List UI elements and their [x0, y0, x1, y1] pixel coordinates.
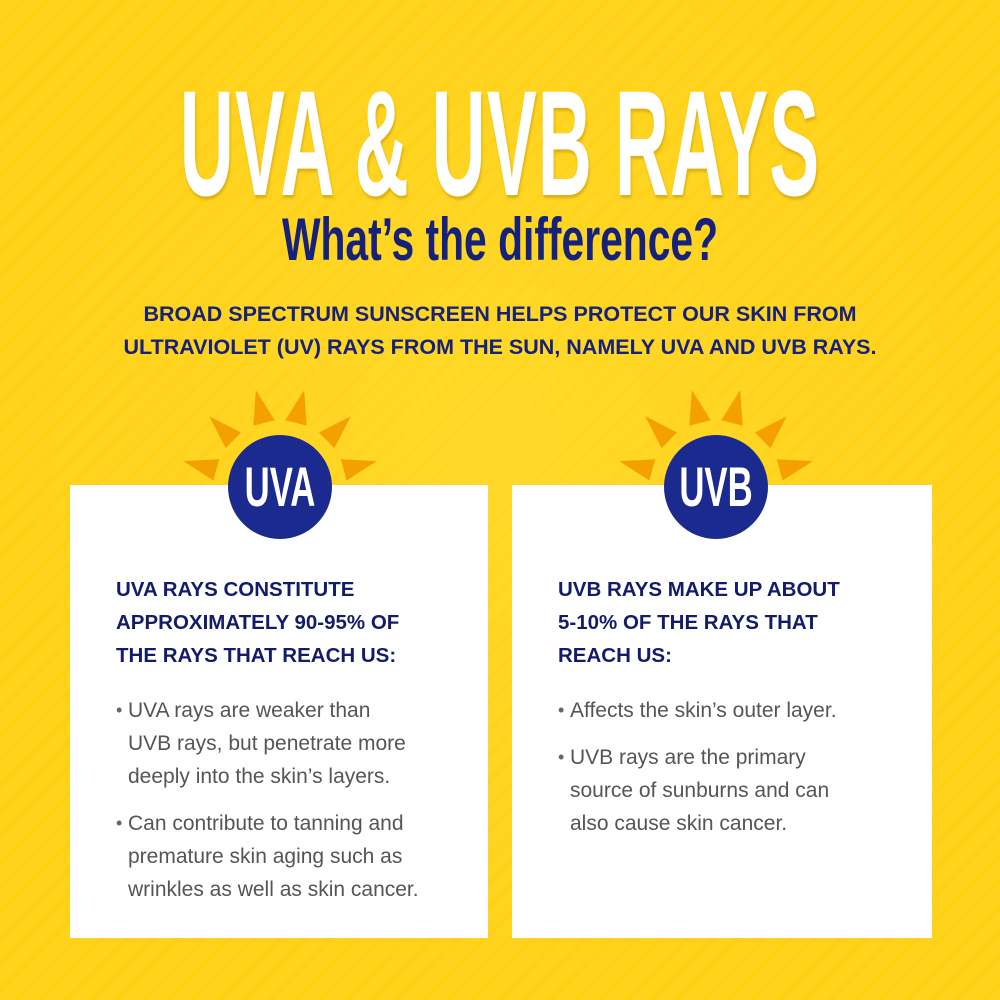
sun-ray: [340, 459, 377, 481]
sun-ray: [619, 459, 656, 481]
uva-heading: UVA RAYS CONSTITUTE APPROXIMATELY 90-95%…: [116, 573, 458, 672]
bullet-item: UVA rays are weaker than UVB rays, but p…: [116, 694, 458, 793]
badge-label: UVA: [244, 455, 316, 518]
intro-line: ULTRAVIOLET (UV) RAYS FROM THE SUN, NAME…: [123, 335, 877, 359]
uvb-bullets: Affects the skin’s outer layer. UVB rays…: [558, 694, 902, 840]
bullet-line: UVB rays, but penetrate more: [128, 732, 406, 755]
bullet-line: Affects the skin’s outer layer.: [570, 699, 837, 722]
heading-line: UVA RAYS CONSTITUTE: [116, 578, 355, 601]
page-subtitle: What’s the difference?: [281, 206, 719, 273]
sun-ray: [183, 459, 220, 481]
sun-ray: [645, 416, 678, 449]
sun-ray: [253, 389, 275, 426]
heading-line: REACH US:: [558, 644, 672, 667]
bullet-line: premature skin aging such as: [128, 845, 403, 868]
heading-line: UVB RAYS MAKE UP ABOUT: [558, 578, 840, 601]
sun-ray: [721, 389, 743, 426]
sun-ray: [689, 389, 711, 426]
sun-ray: [209, 416, 242, 449]
heading-line: THE RAYS THAT REACH US:: [116, 644, 397, 667]
sun-icon: [619, 389, 813, 481]
bullet-line: deeply into the skin’s layers.: [128, 765, 391, 788]
sun-ray: [776, 459, 813, 481]
bullet-line: Can contribute to tanning and: [128, 812, 404, 835]
uva-bullets: UVA rays are weaker than UVB rays, but p…: [116, 694, 458, 906]
bullet-item: UVB rays are the primary source of sunbu…: [558, 741, 902, 840]
sun-ray: [318, 416, 351, 449]
bullet-item: Affects the skin’s outer layer.: [558, 694, 902, 727]
uva-card: UVA RAYS CONSTITUTE APPROXIMATELY 90-95%…: [70, 485, 488, 938]
bullet-line: UVA rays are weaker than: [128, 699, 371, 722]
heading-line: 5-10% OF THE RAYS THAT: [558, 611, 818, 634]
bullet-item: Can contribute to tanning and premature …: [116, 807, 458, 906]
bullet-line: wrinkles as well as skin cancer.: [128, 878, 419, 901]
sun-ray: [754, 416, 787, 449]
heading-line: APPROXIMATELY 90-95% OF: [116, 611, 400, 634]
sun-icon: [183, 389, 377, 481]
sun-ray: [285, 389, 307, 426]
uvb-heading: UVB RAYS MAKE UP ABOUT 5-10% OF THE RAYS…: [558, 573, 902, 672]
page-title: UVA & UVB RAYS: [179, 59, 821, 227]
bullet-line: also cause skin cancer.: [570, 812, 788, 835]
bullet-line: source of sunburns and can: [570, 779, 830, 802]
uvb-badge: UVB: [664, 435, 768, 539]
intro-text: BROAD SPECTRUM SUNSCREEN HELPS PROTECT O…: [0, 298, 1000, 364]
bullet-line: UVB rays are the primary: [570, 746, 806, 769]
badge-label: UVB: [679, 455, 753, 518]
uva-badge: UVA: [228, 435, 332, 539]
intro-line: BROAD SPECTRUM SUNSCREEN HELPS PROTECT O…: [143, 302, 857, 326]
uvb-card: UVB RAYS MAKE UP ABOUT 5-10% OF THE RAYS…: [512, 485, 932, 938]
